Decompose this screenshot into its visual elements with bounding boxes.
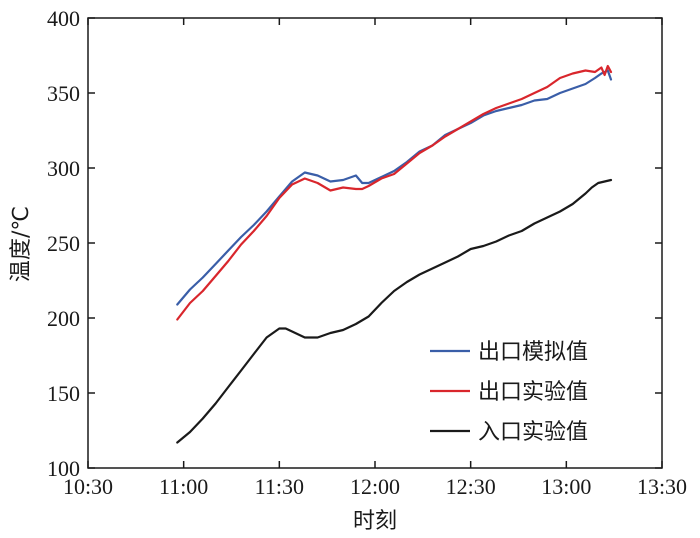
series-line-3 [176, 178, 613, 444]
axis-ticks: 10:30 11:00 11:30 12:00 12:30 13:00 13:30 100 15… [47, 6, 687, 499]
x-tick-label: 11:00 [159, 474, 208, 499]
x-tick-label: 12:00 [350, 474, 400, 499]
y-tick-label: 200 [47, 306, 80, 331]
y-tick-label: 350 [47, 81, 80, 106]
series-line-1 [176, 69, 613, 306]
y-tick-label: 400 [47, 6, 80, 31]
y-tick-label: 300 [47, 156, 80, 181]
x-tick-label: 10:30 [63, 474, 113, 499]
x-tick-label: 12:30 [446, 474, 496, 499]
x-tick-label: 13:30 [637, 474, 687, 499]
legend-label-3: 入口实验值 [478, 420, 588, 445]
y-tick-label: 150 [47, 381, 80, 406]
x-tick-label: 13:00 [541, 474, 591, 499]
y-tick-label: 100 [47, 456, 80, 481]
x-axis-label: 时刻 [353, 509, 397, 534]
y-axis-label: 温度/℃ [9, 206, 34, 282]
series-lines [176, 64, 613, 444]
series-line-2 [176, 64, 613, 321]
legend-label-1: 出口模拟值 [478, 340, 588, 365]
y-tick-label: 250 [47, 231, 80, 256]
legend-label-2: 出口实验值 [478, 380, 588, 405]
x-tick-label: 11:30 [255, 474, 304, 499]
